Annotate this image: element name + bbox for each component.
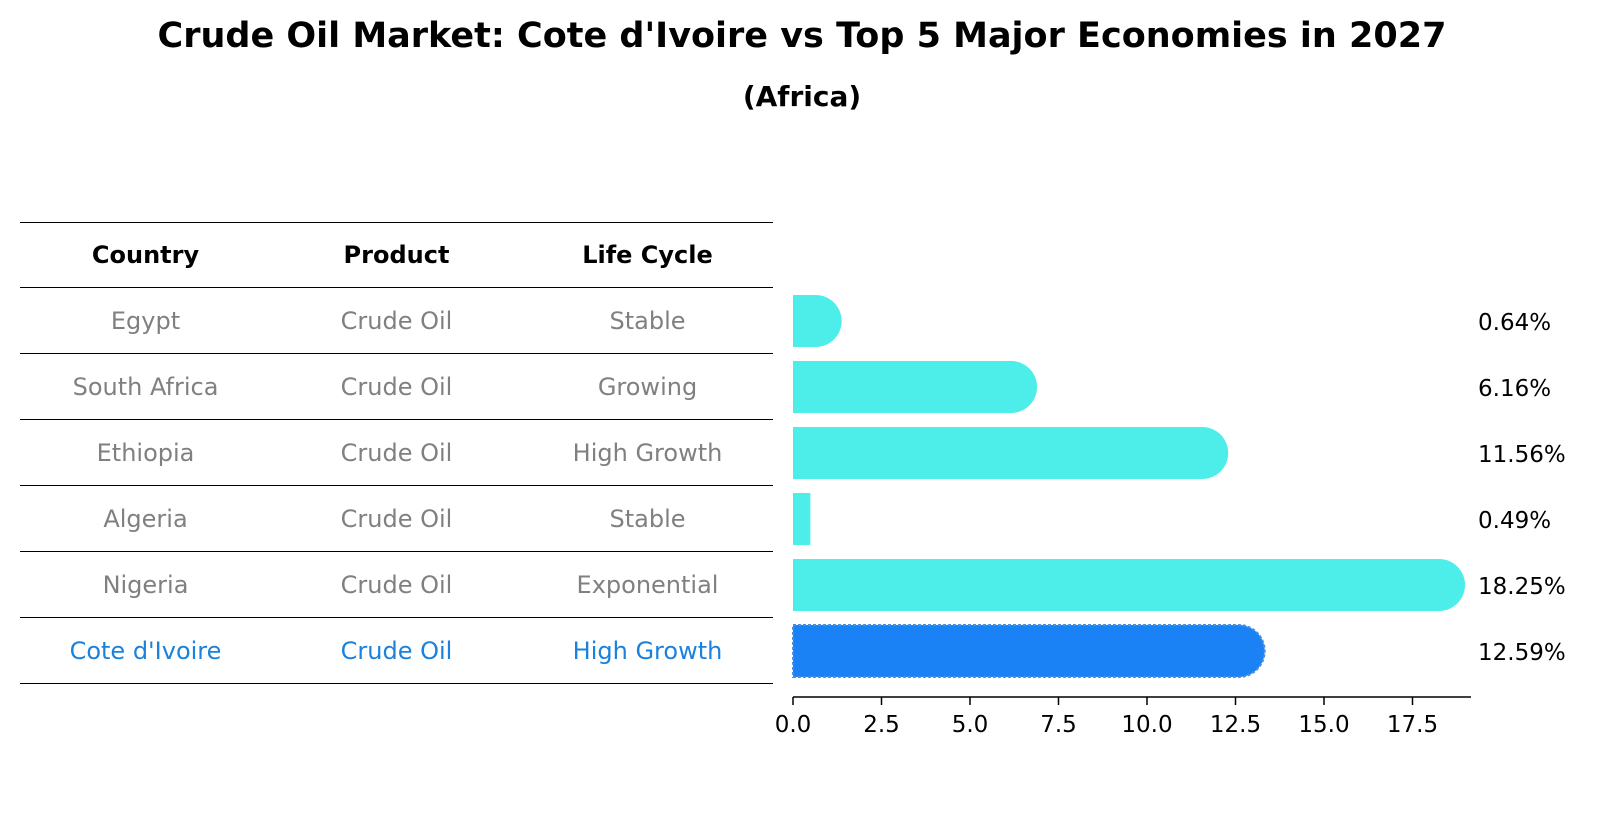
value-label: 18.25% xyxy=(1478,574,1566,600)
product-cell: Crude Oil xyxy=(340,504,453,533)
bar-4 xyxy=(793,559,1466,611)
life-cycle-cell: High Growth xyxy=(572,438,723,467)
x-tick-label: 15.0 xyxy=(1298,712,1349,738)
value-label: 0.64% xyxy=(1478,310,1551,336)
x-tick-label: 5.0 xyxy=(952,712,989,738)
life-cycle-cell: Stable xyxy=(609,306,686,335)
life-cycle-cell: Growing xyxy=(597,372,698,401)
country-cell: Ethiopia xyxy=(96,438,195,467)
table-row: South Africa Crude Oil Growing xyxy=(20,354,773,420)
table-header-row: Country Product Life Cycle xyxy=(20,222,773,288)
product-cell: Crude Oil xyxy=(340,636,453,665)
x-tick-label: 7.5 xyxy=(1040,712,1077,738)
value-label: 12.59% xyxy=(1478,640,1566,666)
product-cell: Crude Oil xyxy=(340,438,453,467)
value-label: 6.16% xyxy=(1478,376,1551,402)
life-cycle-cell: Stable xyxy=(609,504,686,533)
x-tick-label: 17.5 xyxy=(1387,712,1438,738)
chart-subtitle: (Africa) xyxy=(742,80,862,113)
bar-3 xyxy=(793,493,811,545)
product-cell: Crude Oil xyxy=(340,372,453,401)
table-row: Nigeria Crude Oil Exponential xyxy=(20,552,773,618)
x-tick-label: 12.5 xyxy=(1210,712,1261,738)
header-country: Country xyxy=(91,241,200,269)
x-tick-label: 2.5 xyxy=(863,712,900,738)
product-cell: Crude Oil xyxy=(340,306,453,335)
country-cell: Nigeria xyxy=(102,570,189,599)
header-product: Product xyxy=(343,241,450,269)
table-row: Ethiopia Crude Oil High Growth xyxy=(20,420,773,486)
life-cycle-cell: High Growth xyxy=(572,636,723,665)
header-life-cycle: Life Cycle xyxy=(582,241,713,269)
country-cell: Algeria xyxy=(103,504,188,533)
country-cell: Cote d'Ivoire xyxy=(69,636,222,665)
country-cell: Egypt xyxy=(110,306,181,335)
table-row: Algeria Crude Oil Stable xyxy=(20,486,773,552)
bar-5 xyxy=(792,624,1266,678)
bar-2 xyxy=(793,427,1229,479)
product-cell: Crude Oil xyxy=(340,570,453,599)
life-cycle-cell: Exponential xyxy=(576,570,719,599)
x-tick-label: 10.0 xyxy=(1121,712,1172,738)
country-cell: South Africa xyxy=(72,372,219,401)
bar-1 xyxy=(793,361,1038,413)
data-table: Country Product Life Cycle Egypt Crude O… xyxy=(20,222,773,684)
table-row-highlight: Cote d'Ivoire Crude Oil High Growth xyxy=(20,618,773,684)
value-label: 11.56% xyxy=(1478,442,1566,468)
value-label: 0.49% xyxy=(1478,508,1551,534)
bar-0 xyxy=(793,295,842,347)
table-row: Egypt Crude Oil Stable xyxy=(20,288,773,354)
x-tick-label: 0.0 xyxy=(775,712,812,738)
chart-title: Crude Oil Market: Cote d'Ivoire vs Top 5… xyxy=(157,16,1447,56)
